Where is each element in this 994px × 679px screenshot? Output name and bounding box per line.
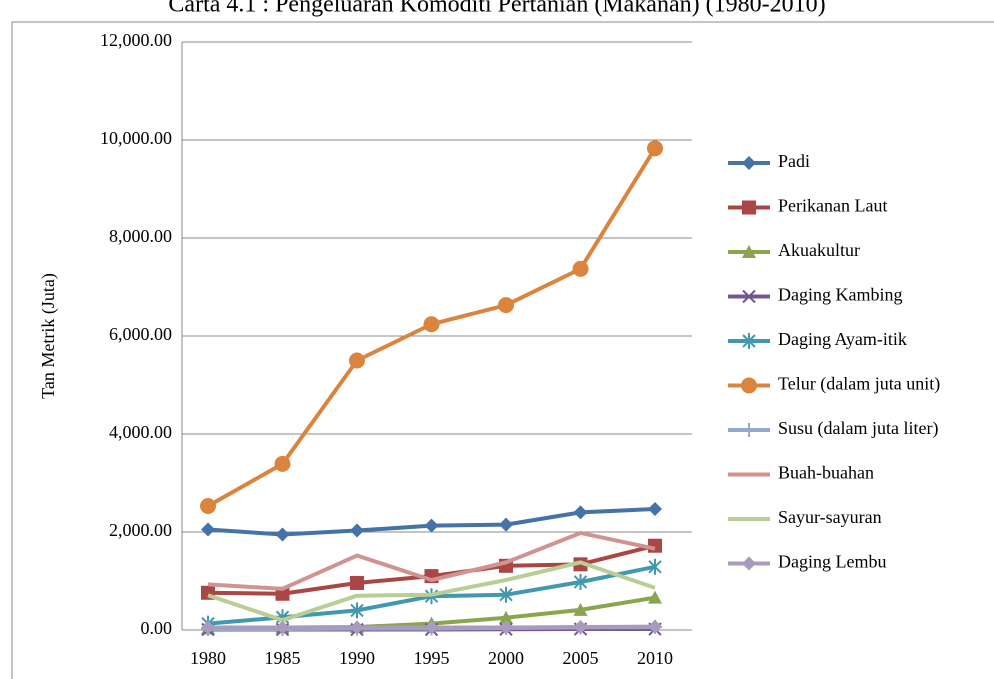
- y-tick-label: 2,000.00: [109, 520, 172, 540]
- legend-marker: [742, 556, 756, 571]
- point-marker: [350, 575, 364, 590]
- point-marker: [648, 501, 662, 516]
- y-tick-label: 12,000.00: [100, 30, 172, 50]
- legend-label: Daging Ayam-itik: [778, 329, 907, 349]
- point-marker: [499, 610, 513, 624]
- legend-label: Daging Lembu: [778, 552, 886, 572]
- point-marker: [200, 498, 216, 515]
- point-marker: [498, 297, 514, 314]
- y-tick-label: 6,000.00: [109, 324, 172, 344]
- point-marker: [499, 586, 513, 603]
- point-marker: [648, 590, 662, 604]
- legend-marker: [742, 245, 756, 258]
- point-marker: [350, 523, 364, 538]
- legend-label: Akuakultur: [778, 240, 860, 260]
- y-tick-label: 10,000.00: [100, 128, 172, 148]
- chart-title: Carta 4.1 : Pengeluaran Komoditi Pertani…: [168, 0, 825, 18]
- legend-label: Perikanan Laut: [778, 196, 887, 216]
- y-axis-label: Tan Metrik (Juta): [38, 273, 59, 399]
- point-marker: [423, 316, 440, 333]
- point-marker: [573, 620, 588, 635]
- point-marker: [573, 505, 588, 520]
- point-marker: [274, 455, 291, 472]
- y-tick-label: 8,000.00: [109, 226, 172, 246]
- x-tick-label: 1990: [339, 648, 375, 668]
- point-marker: [499, 620, 513, 635]
- point-marker: [573, 602, 588, 616]
- point-marker: [424, 620, 439, 635]
- chart-frame: [11, 21, 994, 679]
- x-tick-label: 1985: [265, 648, 301, 668]
- point-marker: [572, 260, 589, 277]
- legend-marker: [741, 377, 757, 394]
- legend-marker: [742, 423, 756, 437]
- legend-label: Daging Kambing: [778, 285, 902, 305]
- point-marker: [350, 620, 364, 635]
- point-marker: [275, 527, 290, 542]
- series-line: [207, 560, 656, 623]
- legend-label: Sayur-sayuran: [778, 507, 882, 527]
- y-tick-label: 4,000.00: [109, 422, 172, 442]
- legend-marker: [742, 289, 756, 304]
- series-line: [207, 530, 656, 591]
- legend-label: Telur (dalam juta unit): [778, 374, 940, 395]
- y-tick-label: 0.00: [141, 618, 173, 638]
- legend-label: Buah-buahan: [778, 463, 874, 483]
- x-tick-label: 2010: [637, 648, 673, 668]
- point-marker: [648, 619, 662, 634]
- point-marker: [350, 602, 364, 619]
- point-marker: [201, 620, 215, 635]
- point-marker: [201, 522, 215, 537]
- x-tick-label: 2000: [488, 648, 524, 668]
- point-marker: [648, 558, 662, 575]
- point-marker: [647, 140, 663, 157]
- legend-marker: [742, 156, 756, 170]
- x-tick-label: 2005: [563, 648, 599, 668]
- point-marker: [499, 517, 513, 532]
- point-marker: [275, 620, 290, 635]
- x-tick-label: 1980: [190, 648, 226, 668]
- legend-marker: [742, 200, 756, 215]
- legend-marker: [742, 333, 756, 349]
- point-marker: [573, 573, 588, 590]
- legend-label: Susu (dalam juta liter): [778, 418, 938, 439]
- legend-label: Padi: [778, 151, 810, 171]
- point-marker: [424, 518, 439, 533]
- x-tick-label: 1995: [414, 648, 450, 668]
- point-marker: [349, 352, 365, 369]
